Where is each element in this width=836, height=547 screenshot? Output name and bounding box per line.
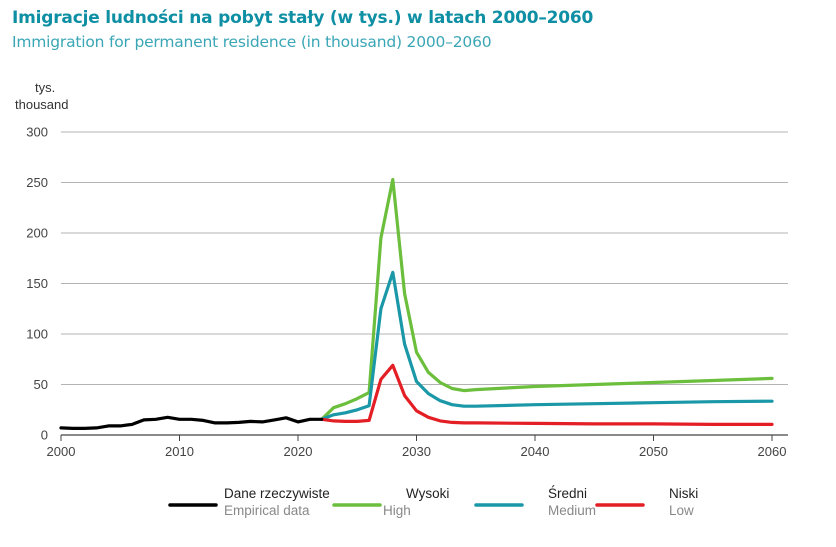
- x-tick-2060: 2060: [758, 444, 787, 459]
- y-tick-250: 250: [26, 175, 48, 190]
- y-tick-100: 100: [26, 327, 48, 342]
- series-line-3: [320, 363, 774, 426]
- y-tick-0: 0: [41, 428, 48, 443]
- series-line-0: [59, 415, 324, 430]
- legend: Dane rzeczywiste Empirical data Wysoki High…: [168, 486, 698, 518]
- legend-sub-3: Low: [669, 503, 694, 518]
- series-lines: [59, 177, 774, 430]
- series-line-1: [320, 177, 774, 421]
- y-axis-unit-en: thousand: [15, 97, 69, 112]
- y-tick-300: 300: [26, 125, 48, 140]
- legend-sub-2: Medium: [548, 503, 596, 518]
- series-line-2: [320, 270, 774, 421]
- legend-sub-1: High: [383, 503, 411, 518]
- chart-title: Imigracje ludności na pobyt stały (w tys…: [12, 8, 594, 28]
- x-tick-2000: 2000: [47, 444, 76, 459]
- x-tick-2040: 2040: [521, 444, 550, 459]
- x-tick-2020: 2020: [284, 444, 313, 459]
- x-tick-2010: 2010: [165, 444, 194, 459]
- x-tick-2030: 2030: [402, 444, 431, 459]
- y-tick-200: 200: [26, 226, 48, 241]
- x-tick-labels: 2000 2010 2020 2030 2040 2050 2060: [47, 435, 787, 459]
- legend-label-1: Wysoki: [406, 486, 449, 501]
- y-tick-150: 150: [26, 276, 48, 291]
- x-tick-2050: 2050: [639, 444, 668, 459]
- y-axis-unit-pl: tys.: [35, 80, 56, 95]
- y-tick-50: 50: [34, 377, 48, 392]
- legend-label-2: Średni: [548, 486, 587, 501]
- chart-subtitle: Immigration for permanent residence (in …: [12, 33, 492, 51]
- y-tick-labels: 0 50 100 150 200 250 300: [26, 125, 48, 443]
- legend-label-3: Niski: [669, 486, 698, 501]
- legend-sub-0: Empirical data: [224, 503, 310, 518]
- legend-label-0: Dane rzeczywiste: [224, 486, 330, 501]
- grid-lines: [61, 131, 788, 436]
